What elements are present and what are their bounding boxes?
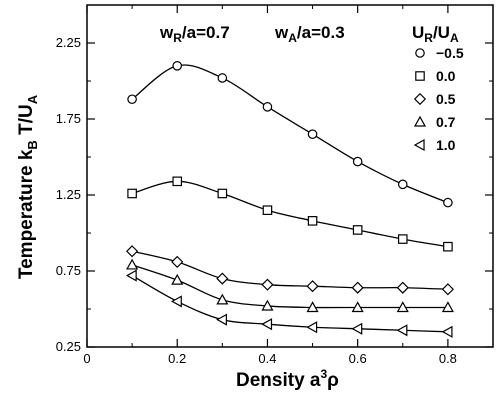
data-point-diamond bbox=[441, 283, 454, 296]
data-point-triangle-up bbox=[396, 301, 409, 313]
data-point-triangle-left bbox=[396, 324, 408, 337]
x-tick-label: 0.4 bbox=[258, 351, 276, 366]
data-point-circle bbox=[397, 179, 408, 190]
data-point-triangle-left bbox=[306, 321, 318, 334]
y-tick-label: 1.75 bbox=[56, 111, 81, 126]
x-tick-label: 0 bbox=[83, 351, 90, 366]
y-tick-label: 1.25 bbox=[56, 187, 81, 202]
data-point-circle bbox=[217, 73, 228, 83]
data-point-triangle-up bbox=[171, 273, 184, 285]
legend-label: 0.7 bbox=[436, 114, 456, 130]
y-tick-label: 2.25 bbox=[56, 35, 81, 50]
y-axis-label: Temperature kB T/UA bbox=[16, 94, 40, 279]
legend-title: UR/UA bbox=[412, 23, 459, 45]
x-tick-label: 0.6 bbox=[349, 351, 367, 366]
legend-label: −0.5 bbox=[436, 45, 464, 61]
legend-marker-triangle-left bbox=[413, 138, 425, 152]
legend-marker-circle bbox=[415, 48, 425, 58]
data-point-square bbox=[352, 225, 363, 235]
legend-marker-square bbox=[415, 71, 425, 81]
x-tick-label: 0.8 bbox=[439, 351, 457, 366]
data-point-circle bbox=[352, 156, 363, 167]
x-axis-label: Density a3ρ bbox=[236, 367, 339, 391]
data-point-diamond bbox=[306, 280, 319, 293]
data-point-square bbox=[172, 176, 183, 187]
data-point-circle bbox=[443, 197, 453, 208]
data-point-triangle-up bbox=[216, 293, 229, 305]
legend-label: 0.5 bbox=[436, 91, 456, 107]
plot-frame bbox=[86, 4, 494, 348]
data-point-square bbox=[443, 241, 453, 252]
x-tick-label: 0.2 bbox=[168, 351, 186, 366]
data-point-square bbox=[217, 188, 228, 199]
legend-label: 1.0 bbox=[436, 137, 456, 153]
data-point-diamond bbox=[396, 281, 409, 294]
data-point-circle bbox=[127, 94, 137, 105]
data-point-triangle-left bbox=[170, 295, 182, 308]
data-point-triangle-left bbox=[216, 313, 227, 326]
series-lines-layer bbox=[131, 64, 449, 333]
legend-marker-triangle-up bbox=[413, 115, 427, 127]
data-point-triangle-up bbox=[261, 299, 274, 311]
data-point-square bbox=[307, 216, 318, 226]
data-point-triangle-up bbox=[441, 301, 454, 313]
legend-marker-diamond bbox=[413, 92, 427, 106]
data-point-square bbox=[127, 188, 137, 199]
data-point-square bbox=[397, 234, 408, 244]
data-point-triangle-left bbox=[125, 269, 137, 282]
annotation-wa: wA/a=0.3 bbox=[274, 23, 345, 45]
data-point-triangle-up bbox=[126, 258, 139, 270]
axes-layer: 0 0.2 0.4 0.6 0.8 0.25 0.75 1.25 1.75 2.25 bbox=[56, 4, 494, 366]
data-point-triangle-up bbox=[351, 301, 364, 313]
data-point-diamond bbox=[171, 255, 184, 268]
data-point-triangle-left bbox=[351, 322, 363, 335]
data-point-triangle-left bbox=[261, 318, 273, 331]
data-point-diamond bbox=[216, 272, 229, 285]
series-markers-layer bbox=[125, 61, 454, 338]
y-tick-label: 0.25 bbox=[56, 339, 81, 354]
annotation-wr: wR/a=0.7 bbox=[159, 23, 230, 45]
data-point-triangle-up bbox=[306, 301, 319, 313]
data-point-diamond bbox=[351, 281, 364, 294]
data-point-diamond bbox=[126, 245, 139, 258]
y-tick-label: 0.75 bbox=[56, 263, 81, 278]
data-point-triangle-left bbox=[441, 325, 453, 338]
data-point-diamond bbox=[261, 278, 274, 291]
data-point-circle bbox=[307, 129, 318, 139]
data-point-square bbox=[262, 205, 273, 215]
data-point-circle bbox=[172, 61, 183, 71]
legend-label: 0.0 bbox=[436, 68, 456, 84]
data-point-circle bbox=[262, 102, 273, 112]
legend: UR/UA −0.5 0.0 0.5 0.7 1.0 bbox=[412, 23, 464, 153]
